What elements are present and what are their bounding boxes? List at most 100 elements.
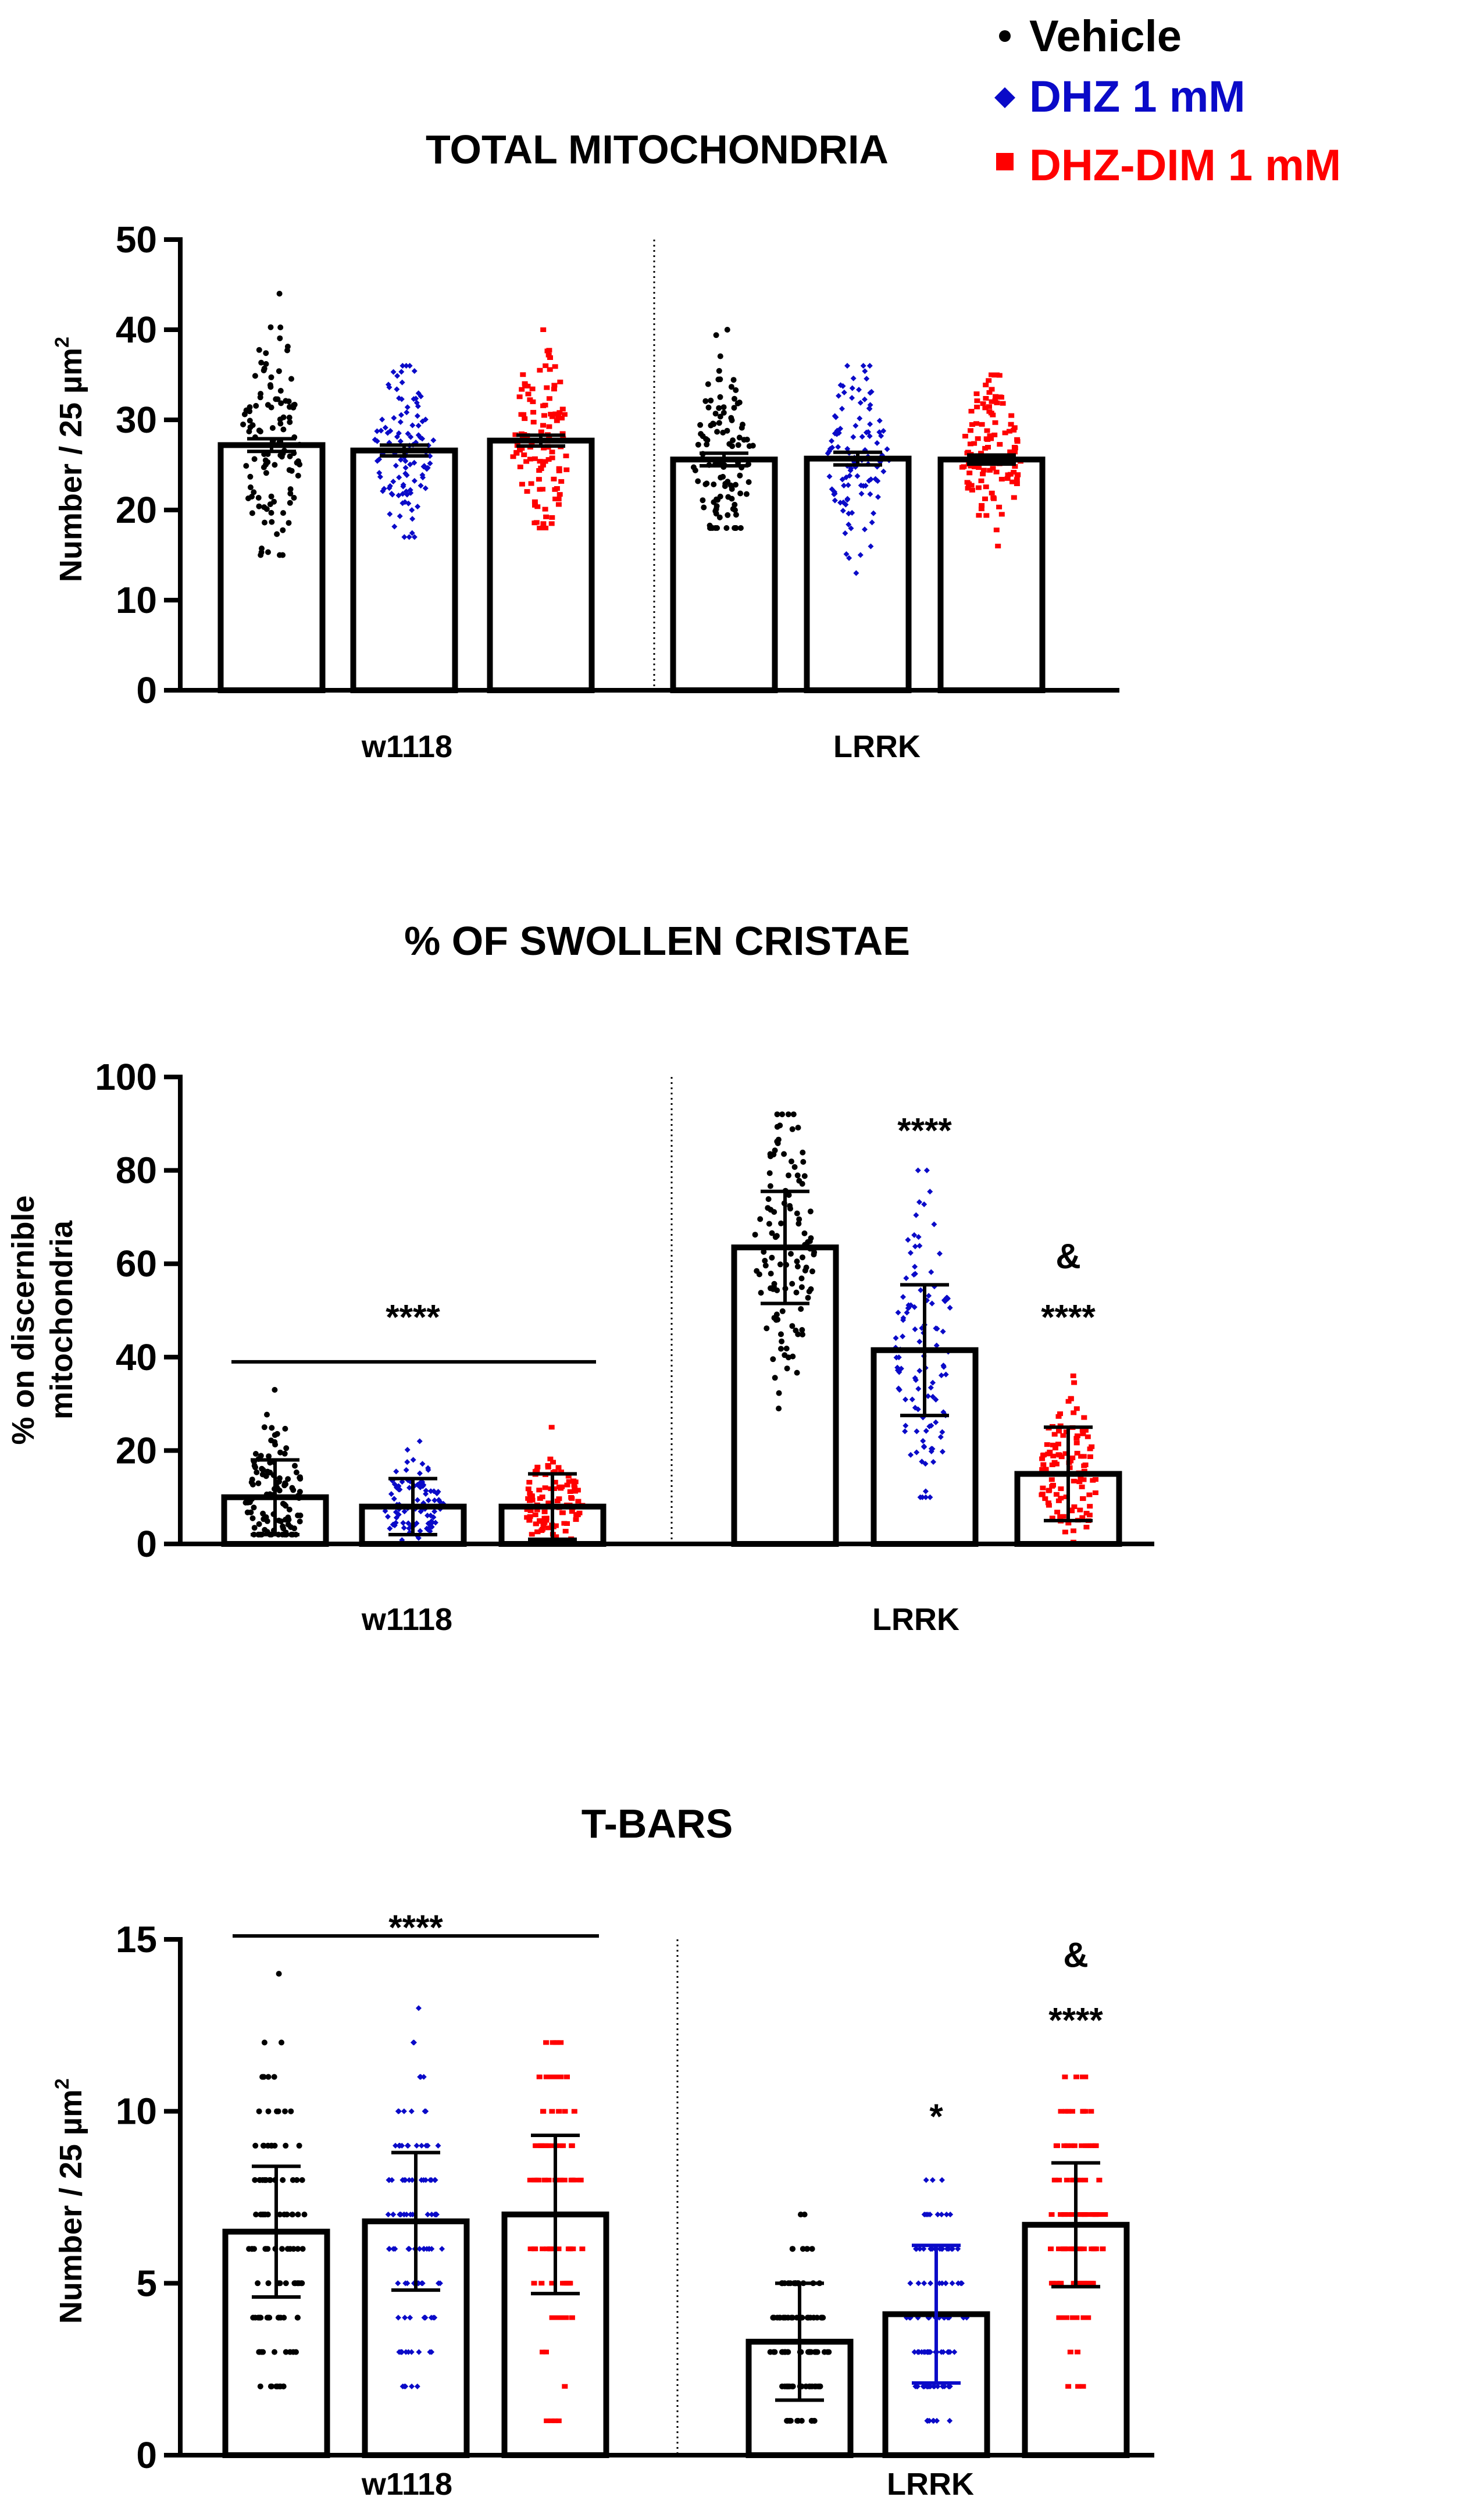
data-point: [427, 1524, 434, 1530]
data-point: [544, 348, 551, 354]
error-bar-dhz-w1118: [388, 1476, 437, 1536]
y-axis-label-text: Number / 25 µm: [53, 2089, 88, 2324]
data-point: [852, 423, 859, 429]
data-point: [265, 2246, 271, 2252]
y-tick-label: 40: [116, 309, 157, 351]
data-point: [912, 1375, 918, 1381]
data-point: [531, 499, 538, 504]
data-point: [989, 387, 995, 392]
data-point: [732, 501, 738, 508]
significance-annotation: ****: [388, 1908, 443, 1947]
data-point: [572, 1485, 578, 1490]
data-point: [758, 1290, 764, 1296]
data-point: [403, 488, 409, 495]
data-point: [538, 1519, 545, 1524]
data-point: [542, 402, 548, 408]
data-point: [263, 361, 269, 367]
data-point: [547, 367, 553, 372]
data-point: [409, 2383, 415, 2389]
data-point: [524, 489, 530, 494]
data-point: [934, 2383, 941, 2389]
data-point: [376, 470, 383, 476]
data-point: [928, 2280, 934, 2287]
data-point: [702, 398, 709, 404]
data-point: [420, 2074, 427, 2080]
data-point: [968, 483, 975, 488]
data-point: [522, 416, 528, 421]
significance-annotation: ****: [1048, 2001, 1103, 2040]
data-point: [282, 1517, 288, 1523]
data-point: [737, 490, 744, 497]
data-point: [1049, 1463, 1055, 1467]
error-bar-dhz-dim-w1118: [531, 2134, 580, 2296]
data-point: [912, 1243, 918, 1250]
data-point: [295, 458, 301, 465]
data-point: [801, 1230, 808, 1236]
data-point: [562, 2109, 568, 2114]
data-point: [419, 418, 426, 425]
y-axis-label-swollen-cristae-line1: % on discernible: [6, 1195, 41, 1444]
data-point: [400, 481, 406, 488]
data-point: [1078, 2212, 1084, 2217]
data-point: [704, 437, 711, 443]
data-point: [884, 446, 890, 452]
data-point: [811, 1249, 818, 1256]
data-point: [517, 448, 523, 452]
data-point: [555, 1465, 562, 1470]
data-point: [772, 1375, 778, 1381]
data-point: [555, 414, 562, 419]
data-point: [395, 2280, 401, 2287]
data-point: [1076, 2246, 1082, 2252]
data-point: [832, 490, 838, 497]
scatter-vehicle-lrrk: [690, 327, 756, 531]
data-point: [779, 2383, 785, 2389]
data-point: [418, 1508, 424, 1515]
data-point: [548, 521, 555, 526]
data-point: [540, 2246, 546, 2252]
data-point: [415, 2005, 422, 2011]
y-tick-label: 15: [116, 1918, 157, 1960]
data-point: [716, 420, 722, 426]
data-point: [974, 404, 980, 409]
data-point: [796, 1216, 802, 1222]
data-point: [570, 1478, 577, 1483]
data-point: [404, 2280, 411, 2287]
data-point: [849, 385, 855, 391]
data-point: [964, 480, 971, 485]
data-point: [1062, 2074, 1068, 2080]
data-point: [807, 1208, 814, 1215]
data-point: [864, 376, 870, 382]
data-point: [399, 379, 405, 386]
legend-label-vehicle: Vehicle: [1029, 12, 1182, 61]
data-point: [525, 391, 531, 397]
error-bar-dhz-dim-lrrk: [967, 453, 1016, 466]
data-point: [713, 332, 719, 338]
data-point: [794, 2417, 800, 2424]
data-point: [405, 500, 412, 507]
data-point: [986, 404, 992, 409]
data-point: [272, 2142, 278, 2149]
data-point: [563, 2281, 570, 2286]
data-point: [1058, 1486, 1064, 1492]
data-point: [927, 1189, 933, 1195]
data-point: [267, 501, 273, 508]
data-point: [510, 454, 516, 459]
y-tick-label: 10: [116, 579, 157, 621]
data-point: [548, 1425, 555, 1430]
data-point: [861, 396, 868, 402]
data-point: [401, 1525, 407, 1531]
data-point: [729, 486, 735, 492]
data-point: [261, 1424, 267, 1431]
data-point: [700, 433, 706, 440]
data-point: [874, 440, 880, 446]
data-point: [374, 458, 380, 464]
data-point: [730, 377, 737, 383]
data-point: [379, 416, 386, 423]
data-point: [286, 520, 292, 526]
data-point: [246, 429, 252, 434]
data-point: [541, 445, 547, 451]
data-point: [1046, 1488, 1052, 1493]
data-point: [545, 1465, 551, 1469]
data-point: [922, 1461, 929, 1467]
data-point: [569, 1509, 575, 1514]
